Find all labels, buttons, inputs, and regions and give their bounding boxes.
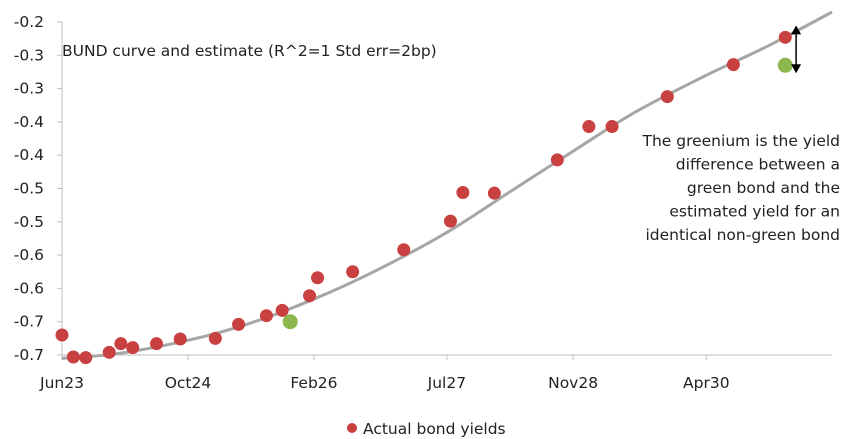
actual-bond-yield-point xyxy=(79,351,93,365)
greenium-annotation-line: The greenium is the yield xyxy=(641,132,840,150)
actual-bond-yield-point xyxy=(726,58,740,72)
actual-bond-yield-point xyxy=(443,214,457,228)
actual-bond-yield-point xyxy=(66,350,80,364)
green-bond-point xyxy=(282,314,298,330)
actual-bond-yield-point xyxy=(582,120,596,134)
actual-bond-yield-point xyxy=(550,153,564,167)
actual-bond-yield-point xyxy=(778,30,792,44)
y-tick-label: -0.5 xyxy=(14,213,44,231)
x-tick-label: Oct24 xyxy=(165,374,212,392)
y-tick-label: -0.3 xyxy=(14,46,44,64)
actual-bond-yield-point xyxy=(311,271,325,285)
legend-marker xyxy=(347,423,357,433)
x-axis-ticks: Jun23 Oct24 Feb26 Jul27 Nov28 Apr30 xyxy=(39,355,730,392)
actual-bond-yield-point xyxy=(114,337,128,351)
x-tick-label: Jul27 xyxy=(427,374,466,392)
actual-bond-yield-point xyxy=(208,331,222,345)
chart-title: BUND curve and estimate (R^2=1 Std err=2… xyxy=(62,42,437,60)
greenium-annotation-line: identical non-green bond xyxy=(645,226,840,244)
y-axis-ticks: -0.2 -0.3 -0.3 -0.4 -0.4 -0.5 -0.5 -0.6 -0.6 -0.7… xyxy=(14,13,62,364)
actual-bond-yield-point xyxy=(397,243,411,257)
y-tick-label: -0.7 xyxy=(14,313,44,331)
greenium-annotation: The greenium is the yield difference betw… xyxy=(641,25,840,244)
legend: Actual bond yields xyxy=(347,420,506,438)
actual-bond-yield-point xyxy=(149,337,163,351)
x-tick-label: Nov28 xyxy=(548,374,598,392)
actual-bond-yield-point xyxy=(275,303,289,317)
greenium-annotation-line: difference between a xyxy=(676,156,840,174)
y-tick-label: -0.6 xyxy=(14,246,44,264)
actual-bond-yield-point xyxy=(232,317,246,331)
greenium-annotation-line: estimated yield for an xyxy=(669,203,840,221)
y-tick-label: -0.4 xyxy=(14,146,44,164)
greenium-arrow-up-head xyxy=(791,25,802,35)
actual-bond-yield-point xyxy=(303,289,317,303)
actual-bond-yield-point xyxy=(660,90,674,104)
greenium-arrow-down-head xyxy=(791,64,802,74)
actual-bond-yield-point xyxy=(55,328,69,342)
greenium-annotation-line: green bond and the xyxy=(687,179,840,197)
actual-bond-yield-point xyxy=(126,341,140,355)
y-tick-label: -0.4 xyxy=(14,113,44,131)
x-tick-label: Feb26 xyxy=(290,374,337,392)
green-bond-point xyxy=(777,57,793,73)
actual-bond-yield-point xyxy=(259,309,273,323)
actual-bond-yield-point xyxy=(605,120,619,134)
y-tick-label: -0.3 xyxy=(14,80,44,98)
legend-label: Actual bond yields xyxy=(363,420,506,438)
actual-bond-yield-point xyxy=(346,265,360,279)
series-layer xyxy=(55,10,833,365)
actual-bond-yield-point xyxy=(173,332,187,346)
x-tick-label: Jun23 xyxy=(39,374,84,392)
y-tick-label: -0.2 xyxy=(14,13,44,31)
y-tick-label: -0.6 xyxy=(14,279,44,297)
y-tick-label: -0.7 xyxy=(14,346,44,364)
actual-bond-yield-point xyxy=(102,345,116,359)
fitted-curve-line xyxy=(61,10,833,360)
actual-bond-yield-point xyxy=(487,186,501,200)
actual-bond-yield-point xyxy=(456,185,470,199)
x-tick-label: Apr30 xyxy=(683,374,730,392)
y-tick-label: -0.5 xyxy=(14,180,44,198)
